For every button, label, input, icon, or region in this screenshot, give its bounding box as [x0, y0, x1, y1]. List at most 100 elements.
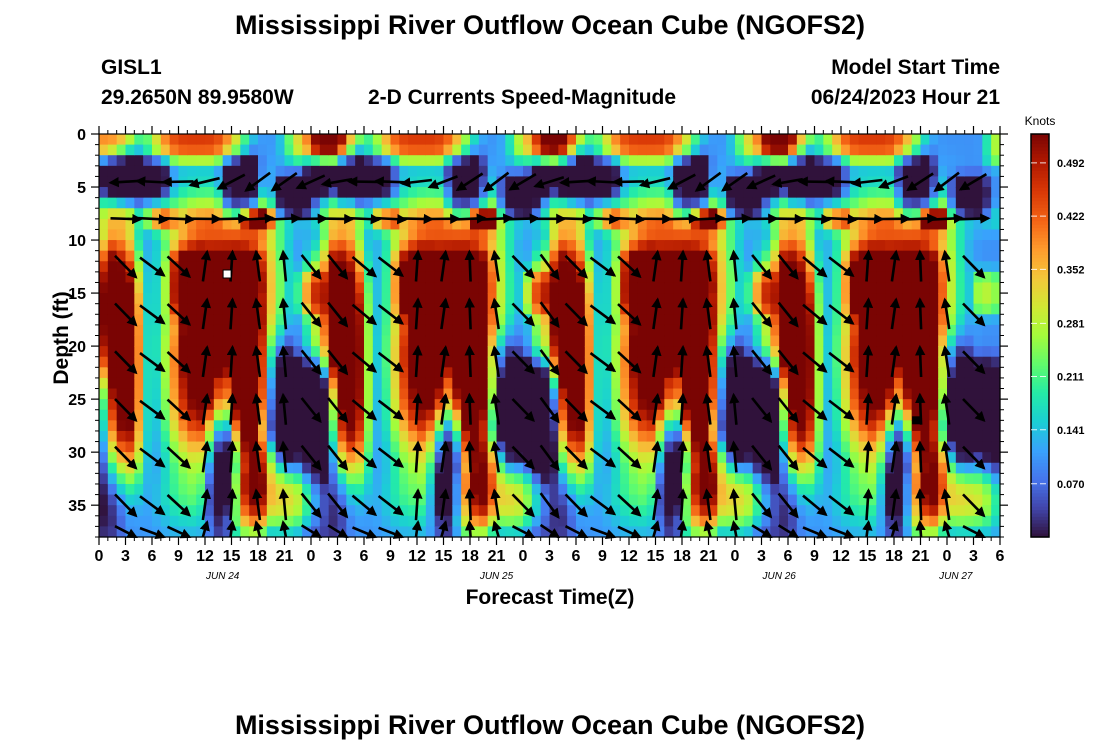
- heatmap-cell: [372, 409, 383, 421]
- heatmap-cell: [434, 505, 445, 517]
- colorbar-segment: [1031, 442, 1049, 447]
- heatmap-cell: [849, 324, 860, 337]
- heatmap-cell: [231, 229, 241, 241]
- heatmap-cell: [673, 293, 683, 305]
- heatmap-cell: [364, 335, 374, 347]
- heatmap-cell: [425, 494, 436, 506]
- heatmap-cell: [99, 420, 109, 432]
- heatmap-cell: [743, 399, 754, 411]
- heatmap-cell: [364, 483, 374, 496]
- colorbar-segment: [1031, 453, 1049, 457]
- heatmap-cell: [116, 165, 127, 178]
- heatmap-cell: [470, 208, 480, 220]
- current-vector-arrow: [110, 213, 143, 225]
- heatmap-cell: [858, 526, 869, 538]
- current-vector-arrow: [962, 350, 986, 375]
- heatmap-cell: [381, 420, 392, 432]
- heatmap-cell: [143, 165, 153, 178]
- heatmap-cell: [894, 399, 904, 411]
- heatmap-cell: [293, 229, 303, 241]
- heatmap-cell: [832, 197, 842, 209]
- heatmap-cell: [584, 441, 595, 453]
- heatmap-cell: [134, 261, 144, 273]
- heatmap-cell: [540, 441, 551, 453]
- heatmap-cell: [160, 483, 171, 496]
- heatmap-cell: [646, 261, 657, 273]
- heatmap-cell: [735, 473, 745, 485]
- heatmap-cell: [964, 526, 975, 538]
- heatmap-cell: [434, 346, 445, 358]
- heatmap-cell: [540, 187, 551, 199]
- heatmap-cell: [655, 430, 665, 443]
- heatmap-cell: [761, 494, 771, 506]
- heatmap-cell: [275, 155, 286, 167]
- heatmap-cell: [726, 377, 736, 390]
- heatmap-cell: [885, 420, 895, 432]
- heatmap-cell: [319, 367, 330, 379]
- heatmap-cell: [293, 314, 303, 326]
- heatmap-cell: [222, 229, 233, 241]
- heatmap-cell: [302, 187, 312, 199]
- current-vector-arrow: [828, 304, 855, 325]
- heatmap-cell: [355, 452, 365, 464]
- heatmap-cell: [947, 462, 957, 474]
- heatmap-cell: [620, 505, 630, 517]
- current-vector-arrow: [729, 440, 740, 473]
- heatmap-cell: [328, 144, 339, 156]
- heatmap-cell: [637, 420, 648, 432]
- heatmap-cell: [107, 144, 118, 156]
- heatmap-cell: [143, 197, 153, 209]
- heatmap-cell: [558, 367, 568, 379]
- heatmap-cell: [213, 229, 224, 241]
- heatmap-cell: [593, 229, 604, 241]
- heatmap-cell: [664, 473, 674, 485]
- heatmap-cell: [593, 218, 604, 231]
- heatmap-cell: [752, 462, 763, 474]
- heatmap-cell: [637, 505, 648, 517]
- heatmap-cell: [160, 293, 171, 305]
- heatmap-cell: [116, 515, 127, 527]
- heatmap-cell: [717, 303, 727, 315]
- heatmap-cell: [902, 462, 913, 474]
- heatmap-cell: [593, 441, 604, 453]
- heatmap-cell: [116, 197, 127, 209]
- heatmap-cell: [187, 430, 197, 443]
- colorbar-segment: [1031, 201, 1049, 206]
- heatmap-cell: [708, 526, 718, 538]
- current-vector-arrow: [411, 519, 423, 538]
- heatmap-cell: [196, 409, 206, 421]
- heatmap-cell: [964, 218, 975, 231]
- heatmap-cell: [381, 399, 392, 411]
- heatmap-cell: [213, 494, 224, 506]
- colorbar-segment: [1031, 395, 1049, 400]
- x-tick-label: 21: [276, 548, 294, 565]
- heatmap-cell: [646, 483, 657, 496]
- heatmap-cell: [213, 483, 224, 496]
- heatmap-cell: [743, 250, 754, 262]
- heatmap-cell: [584, 515, 595, 527]
- heatmap-cell: [699, 377, 710, 390]
- heatmap-cell: [991, 452, 1001, 464]
- heatmap-cell: [514, 441, 524, 453]
- heatmap-cell: [434, 462, 445, 474]
- heatmap-cell: [284, 303, 294, 315]
- heatmap-cell: [708, 473, 718, 485]
- heatmap-cell: [673, 197, 683, 209]
- heatmap-cell: [699, 494, 710, 506]
- current-vector-arrow: [377, 351, 405, 373]
- heatmap-cell: [196, 505, 206, 517]
- heatmap-cell: [531, 409, 542, 421]
- heatmap-cell: [902, 377, 913, 390]
- heatmap-cell: [690, 197, 701, 209]
- heatmap-cell: [470, 335, 480, 347]
- heatmap-cell: [372, 282, 383, 294]
- heatmap-cell: [735, 494, 745, 506]
- colorbar-segment: [1031, 510, 1049, 515]
- heatmap-cell: [355, 208, 365, 220]
- heatmap-cell: [443, 377, 453, 390]
- heatmap-cell: [646, 250, 657, 262]
- heatmap-cell: [284, 452, 294, 464]
- heatmap-cell: [284, 197, 294, 209]
- heatmap-cell: [311, 377, 321, 390]
- heatmap-cell: [505, 399, 515, 411]
